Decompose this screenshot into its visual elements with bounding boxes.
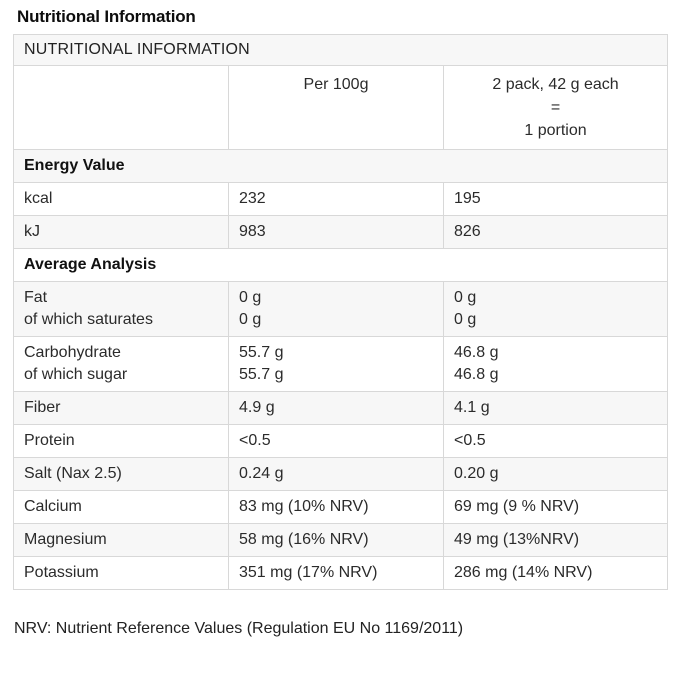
table-row-potassium: Potassium 351 mg (17% NRV) 286 mg (14% N…	[13, 556, 668, 590]
row-label: kJ	[13, 215, 229, 249]
section-label: Energy Value	[13, 149, 668, 183]
row-value-line-1: 0 g	[454, 289, 477, 306]
row-label-line-1: Carbohydrate	[24, 344, 121, 361]
table-row-kj: kJ 983 826	[13, 215, 668, 249]
row-value-portion: 49 mg (13%NRV)	[443, 523, 668, 557]
page-title: Nutritional Information	[17, 7, 196, 26]
row-value-line-2: 55.7 g	[239, 366, 284, 383]
row-value-portion: 69 mg (9 % NRV)	[443, 490, 668, 524]
table-row-salt: Salt (Nax 2.5) 0.24 g 0.20 g	[13, 457, 668, 491]
row-value-portion: 0.20 g	[443, 457, 668, 491]
row-label: Protein	[13, 424, 229, 458]
row-label-line-2: of which saturates	[24, 311, 153, 328]
table-row-magnesium: Magnesium 58 mg (16% NRV) 49 mg (13%NRV)	[13, 523, 668, 557]
row-value-portion: <0.5	[443, 424, 668, 458]
row-value-per100g: 0 g 0 g	[228, 281, 444, 337]
portion-header-line-3: 1 portion	[524, 122, 587, 139]
row-label: kcal	[13, 182, 229, 216]
row-value-portion: 0 g 0 g	[443, 281, 668, 337]
table-row-carbohydrate: Carbohydrate of which sugar 55.7 g 55.7 …	[13, 336, 668, 392]
nutrition-table: NUTRITIONAL INFORMATION Per 100g 2 pack,…	[13, 34, 668, 590]
row-value-per100g: 983	[228, 215, 444, 249]
column-header-per100g: Per 100g	[228, 65, 444, 150]
row-label: Fiber	[13, 391, 229, 425]
row-value-per100g: <0.5	[228, 424, 444, 458]
table-row-fat: Fat of which saturates 0 g 0 g 0 g 0 g	[13, 281, 668, 337]
row-value-per100g: 4.9 g	[228, 391, 444, 425]
portion-header-line-2: =	[550, 99, 561, 116]
row-label: Potassium	[13, 556, 229, 590]
row-label: Carbohydrate of which sugar	[13, 336, 229, 392]
row-value-line-2: 0 g	[239, 311, 262, 328]
row-label: Magnesium	[13, 523, 229, 557]
row-label: Salt (Nax 2.5)	[13, 457, 229, 491]
table-row-kcal: kcal 232 195	[13, 182, 668, 216]
row-value-per100g: 232	[228, 182, 444, 216]
row-label: Fat of which saturates	[13, 281, 229, 337]
row-value-portion: 195	[443, 182, 668, 216]
table-row-calcium: Calcium 83 mg (10% NRV) 69 mg (9 % NRV)	[13, 490, 668, 524]
nrv-footnote: NRV: Nutrient Reference Values (Regulati…	[14, 620, 464, 637]
row-value-line-1: 0 g	[239, 289, 262, 306]
section-label: Average Analysis	[13, 248, 668, 282]
nutrition-page: Nutritional Information NUTRITIONAL INFO…	[13, 7, 668, 637]
portion-header-line-1: 2 pack, 42 g each	[492, 76, 619, 93]
section-row-average-analysis: Average Analysis	[13, 248, 668, 282]
row-value-line-1: 55.7 g	[239, 344, 284, 361]
table-title-row: NUTRITIONAL INFORMATION	[13, 34, 668, 66]
row-value-per100g: 58 mg (16% NRV)	[228, 523, 444, 557]
row-value-per100g: 351 mg (17% NRV)	[228, 556, 444, 590]
column-header-portion: 2 pack, 42 g each = 1 portion	[443, 65, 668, 150]
row-value-line-1: 46.8 g	[454, 344, 499, 361]
table-title: NUTRITIONAL INFORMATION	[13, 34, 668, 66]
row-value-per100g: 83 mg (10% NRV)	[228, 490, 444, 524]
row-value-per100g: 0.24 g	[228, 457, 444, 491]
row-label: Calcium	[13, 490, 229, 524]
row-value-portion: 4.1 g	[443, 391, 668, 425]
row-label-line-1: Fat	[24, 289, 48, 306]
table-row-fiber: Fiber 4.9 g 4.1 g	[13, 391, 668, 425]
row-label-line-2: of which sugar	[24, 366, 128, 383]
row-value-portion: 286 mg (14% NRV)	[443, 556, 668, 590]
column-header-empty	[13, 65, 229, 150]
row-value-portion: 46.8 g 46.8 g	[443, 336, 668, 392]
row-value-per100g: 55.7 g 55.7 g	[228, 336, 444, 392]
row-value-portion: 826	[443, 215, 668, 249]
column-header-row: Per 100g 2 pack, 42 g each = 1 portion	[13, 65, 668, 150]
table-row-protein: Protein <0.5 <0.5	[13, 424, 668, 458]
row-value-line-2: 0 g	[454, 311, 477, 328]
row-value-line-2: 46.8 g	[454, 366, 499, 383]
section-row-energy-value: Energy Value	[13, 149, 668, 183]
